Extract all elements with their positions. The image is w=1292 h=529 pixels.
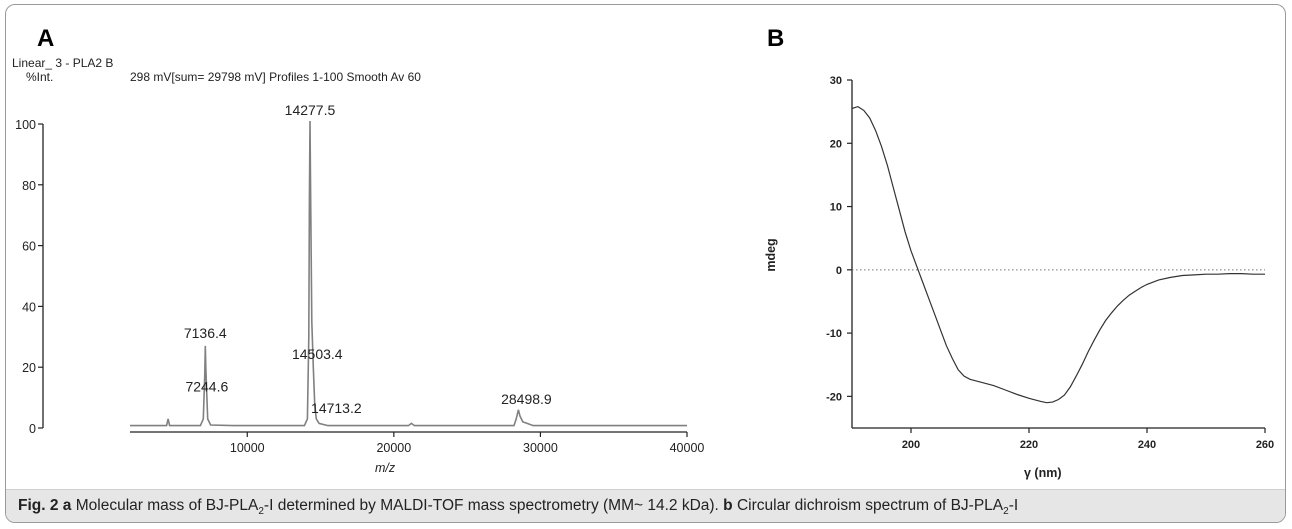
cd-spectrum-line [851,105,1265,404]
cd-y-ticks: -20 -10 0 10 20 30 [826,75,852,403]
caption-fig-label: Fig. 2 [18,497,59,514]
panel-b-letter: B [767,25,784,52]
cd-x-ticks: 200 220 240 260 [902,428,1274,451]
ms-peak-label: 14277.5 [285,102,336,118]
cd-y-tick-label: -10 [826,328,842,340]
cd-x-axis-label: γ (nm) [1024,466,1062,480]
cd-x-tick-label: 220 [1020,439,1038,451]
ms-peak-label: 14503.4 [292,346,343,362]
caption-b-subscript: 2 [1003,506,1009,518]
ms-x-ticks: 10000 20000 30000 40000 [230,432,705,455]
ms-spectrum-line [130,120,687,427]
caption-b-text-after: -I [1008,497,1019,514]
ms-peak-label: 28498.9 [501,391,552,407]
ms-peak-labels: 14277.5 7136.4 14503.4 7244.6 14713.2 28498.9 [184,102,552,416]
cd-x-tick-label: 260 [1256,439,1274,451]
caption-a-text-before: Molecular mass of BJ-PLA [75,497,259,514]
ms-x-tick-label: 40000 [670,441,705,455]
caption-a-label: a [62,497,72,514]
ms-x-tick-label: 10000 [230,441,265,455]
ms-header-line2-right: 298 mV[sum= 29798 mV] Profiles 1-100 Smo… [130,70,421,84]
cd-y-tick-label: 0 [836,265,842,277]
caption-b-text-before: Circular dichroism spectrum of BJ-PLA [736,497,1004,514]
ms-y-ticks: 0 20 40 60 80 100 [15,118,43,436]
figure-caption: Fig. 2 a Molecular mass of BJ-PLA2-I det… [18,497,1018,517]
ms-x-tick-label: 20000 [376,441,411,455]
caption-band: Fig. 2 a Molecular mass of BJ-PLA2-I det… [6,489,1285,522]
cd-y-tick-label: 10 [830,202,842,214]
caption-a-subscript: 2 [258,506,264,518]
panel-a-letter: A [37,25,54,52]
ms-y-tick-label: 0 [29,422,36,436]
ms-y-tick-label: 40 [22,300,36,314]
ms-y-tick-label: 20 [22,361,36,375]
ms-header-line2-left: %Int. [26,70,53,84]
ms-peak-label: 7244.6 [185,379,228,395]
cd-x-tick-label: 240 [1138,439,1156,451]
ms-peak-label: 7136.4 [184,325,227,341]
ms-x-axis-label: m/z [375,461,396,475]
ms-y-tick-label: 60 [22,240,36,254]
cd-x-tick-label: 200 [902,439,920,451]
figure-frame: Fig. 2 a Molecular mass of BJ-PLA2-I det… [5,4,1286,523]
ms-peak-label: 14713.2 [311,400,362,416]
caption-a-text-after: -I determined by MALDI-TOF mass spectrom… [263,497,719,514]
cd-y-tick-label: 30 [830,75,842,87]
cd-y-axis-label: mdeg [764,238,778,271]
caption-b-label: b [723,497,733,514]
ms-y-tick-label: 80 [22,179,36,193]
cd-y-tick-label: -20 [826,391,842,403]
ms-x-tick-label: 30000 [523,441,558,455]
cd-y-tick-label: 20 [830,138,842,150]
ms-y-tick-label: 100 [15,118,36,132]
ms-header-line1: Linear_ 3 - PLA2 B [12,56,113,70]
